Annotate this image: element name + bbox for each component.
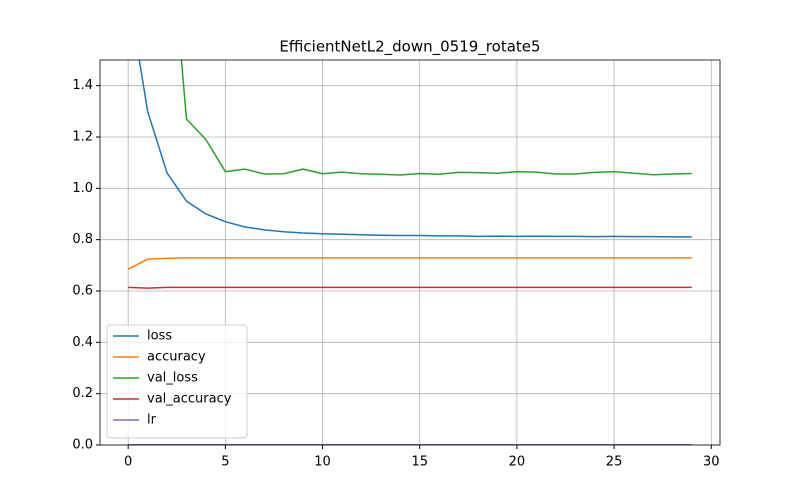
x-tick-label: 5: [221, 455, 229, 470]
x-tick-label: 10: [314, 455, 331, 470]
legend-label: val_loss: [147, 371, 198, 386]
x-tick-label: 15: [411, 455, 428, 470]
x-tick-label: 30: [703, 455, 720, 470]
legend-label: loss: [147, 329, 172, 344]
x-tick-label: 25: [606, 455, 623, 470]
x-tick-label: 20: [509, 455, 526, 470]
y-tick-label: 1.0: [72, 181, 93, 196]
legend-label: lr: [147, 413, 157, 428]
y-tick-label: 0.4: [72, 335, 93, 350]
legend-box: [106, 324, 248, 439]
x-tick-label: 0: [124, 455, 132, 470]
y-tick-label: 1.2: [72, 130, 93, 145]
y-tick-label: 1.4: [72, 78, 93, 93]
line-series: [138, 60, 692, 238]
axes-frame: [99, 59, 721, 446]
line-series: [128, 286, 692, 289]
y-tick-label: 0.6: [72, 284, 93, 299]
line-series: [127, 257, 692, 270]
legend-label: val_accuracy: [147, 392, 232, 407]
legend-label: accuracy: [147, 350, 206, 365]
y-tick-label: 0.0: [72, 438, 93, 453]
y-tick-label: 0.2: [72, 386, 93, 401]
y-tick-label: 0.8: [72, 232, 93, 247]
line-series: [180, 60, 692, 176]
chart-title: EfficientNetL2_down_0519_rotate5: [279, 38, 540, 57]
